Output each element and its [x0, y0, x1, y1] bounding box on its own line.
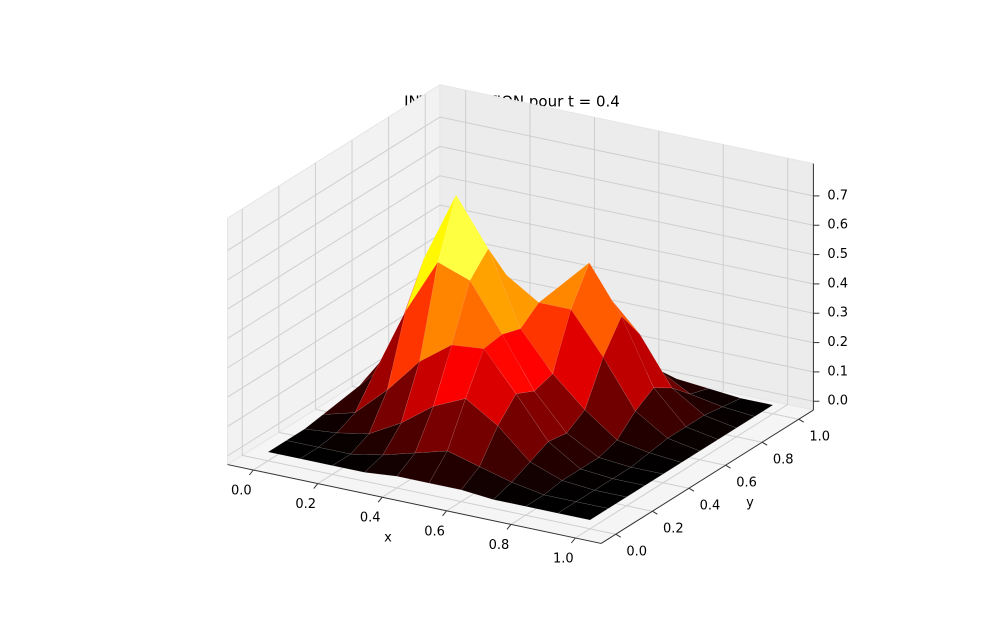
z-tick-label: 0.1	[827, 364, 848, 379]
grid-line	[439, 175, 814, 256]
grid-line	[227, 204, 441, 339]
grid-line	[227, 116, 441, 251]
grid-line	[439, 145, 814, 226]
y-tick-label: 0.8	[773, 453, 794, 468]
grid-line	[227, 145, 441, 281]
x-tick-label: 0.4	[360, 511, 381, 526]
x-tick	[313, 483, 319, 489]
grid-line	[575, 404, 788, 539]
y-tick	[725, 464, 731, 469]
y-axis-label: y	[746, 496, 754, 511]
y-tick	[761, 441, 768, 446]
z-tick-label: 0.5	[827, 247, 848, 262]
y-tick	[688, 487, 695, 492]
y-tick-label: 0.0	[626, 545, 647, 560]
grid-line	[242, 454, 616, 535]
grid-line	[227, 233, 441, 369]
x-tick	[442, 510, 447, 517]
z-tick-label: 0.0	[827, 394, 848, 409]
grid-line	[227, 175, 441, 310]
grid-line	[439, 233, 814, 314]
y-tick-label: 0.2	[663, 522, 684, 537]
y-tick-label: 1.0	[809, 430, 830, 445]
y-tick	[652, 510, 658, 515]
x-tick-label: 0.2	[295, 497, 316, 512]
y-axis-line	[600, 409, 814, 544]
y-tick	[615, 533, 622, 538]
z-tick-label: 0.7	[827, 188, 848, 203]
x-tick-label: 1.0	[553, 552, 574, 567]
x-axis-label: x	[384, 531, 392, 546]
x-tick	[377, 496, 383, 503]
grid-line	[227, 263, 441, 398]
z-tick-label: 0.6	[827, 218, 848, 233]
x-tick-label: 0.8	[489, 538, 510, 553]
z-tick-label: 0.3	[827, 306, 848, 321]
grid-line	[439, 116, 814, 197]
x-tick-label: 0.0	[231, 484, 252, 499]
x-tick-label: 0.6	[424, 524, 445, 539]
x-tick	[506, 524, 512, 530]
z-tick-label: 0.4	[827, 276, 848, 291]
x-tick	[570, 537, 576, 544]
y-tick	[798, 418, 805, 423]
surface-cell	[557, 501, 609, 521]
y-tick-label: 0.6	[736, 476, 757, 491]
z-tick-label: 0.2	[827, 335, 848, 350]
grid-line	[439, 204, 814, 285]
y-tick-label: 0.4	[700, 499, 721, 514]
x-tick	[248, 469, 254, 476]
x-axis-line	[227, 464, 602, 544]
